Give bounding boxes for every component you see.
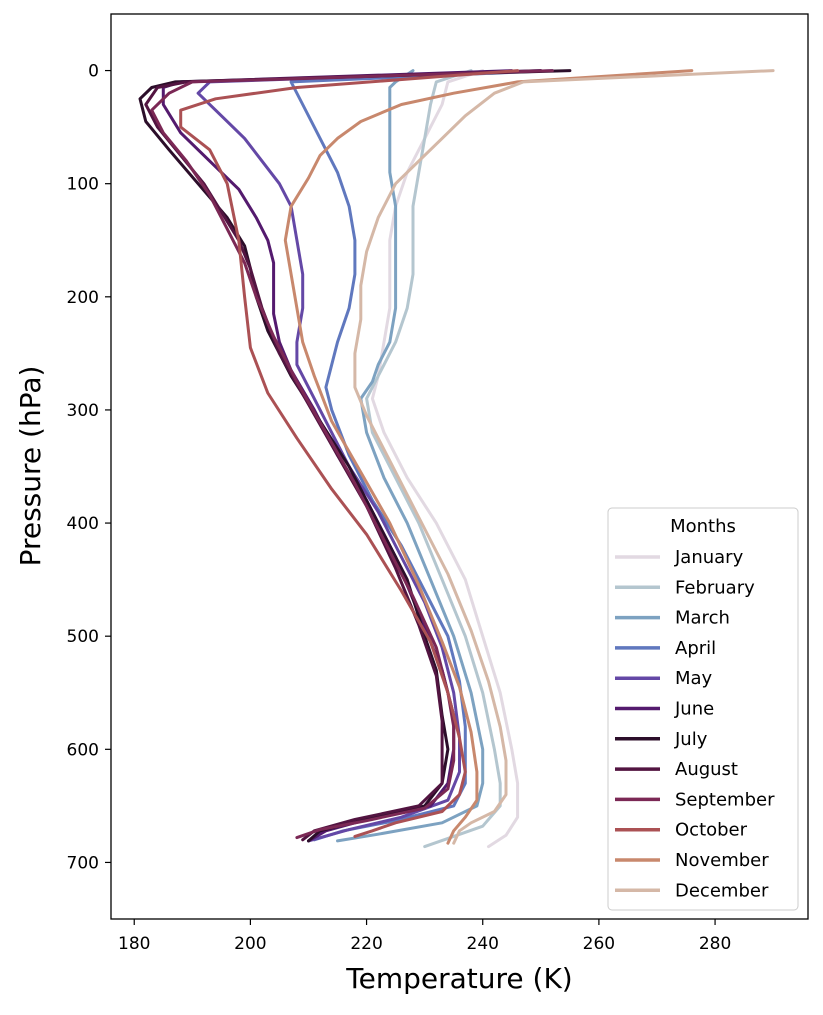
y-tick-label: 600 xyxy=(67,740,99,760)
series-line-december xyxy=(353,69,775,845)
y-tick-label: 200 xyxy=(67,288,99,308)
legend-label: June xyxy=(674,699,714,720)
y-axis-label: Pressure (hPa) xyxy=(14,366,47,567)
legend-label: August xyxy=(675,759,738,780)
x-tick-label: 280 xyxy=(699,934,731,954)
legend-item-october: October xyxy=(615,820,748,841)
legend: Months JanuaryFebruaryMarchAprilMayJuneJ… xyxy=(607,507,799,911)
series-line-april xyxy=(289,69,554,842)
series-line-february xyxy=(365,69,502,849)
x-tick-label: 240 xyxy=(467,934,499,954)
series-line-september xyxy=(150,69,554,840)
y-tick-label: 500 xyxy=(67,627,99,647)
legend-item-september: September xyxy=(615,789,775,810)
legend-label: January xyxy=(674,547,744,568)
legend-item-may: May xyxy=(615,668,713,689)
series-line-january xyxy=(370,69,520,849)
x-tick-label: 220 xyxy=(350,934,382,954)
legend-item-january: January xyxy=(615,547,744,568)
legend-item-april: April xyxy=(615,638,716,659)
legend-label: May xyxy=(675,668,713,689)
series-line-october xyxy=(179,69,520,838)
legend-title: Months xyxy=(670,516,736,537)
legend-item-august: August xyxy=(615,759,738,780)
legend-item-december: December xyxy=(615,880,769,901)
series-lines xyxy=(138,69,775,849)
series-line-november xyxy=(283,69,694,845)
legend-box xyxy=(607,507,799,911)
legend-label: March xyxy=(675,608,730,629)
legend-item-february: February xyxy=(615,577,755,598)
series-line-may xyxy=(196,69,543,843)
y-tick-label: 700 xyxy=(67,853,99,873)
legend-item-november: November xyxy=(615,850,769,871)
legend-items: January February March April May June July Augu… xyxy=(615,547,775,901)
x-tick-label: 260 xyxy=(583,934,615,954)
legend-label: December xyxy=(675,880,769,901)
legend-item-july: July xyxy=(615,729,708,750)
y-tick-label: 400 xyxy=(67,514,99,534)
legend-label: April xyxy=(675,638,716,659)
x-axis-label: Temperature (K) xyxy=(345,962,572,995)
legend-label: September xyxy=(675,789,775,810)
legend-label: February xyxy=(675,577,755,598)
y-tick-label: 0 xyxy=(88,62,99,82)
legend-label: November xyxy=(675,850,769,871)
legend-label: October xyxy=(675,820,748,841)
x-axis-ticks: 180 200 220 240 260 280 xyxy=(118,919,731,954)
y-axis-ticks: 0 100 200 300 400 500 600 700 xyxy=(67,62,111,873)
y-tick-label: 300 xyxy=(67,401,99,421)
x-tick-label: 180 xyxy=(118,934,150,954)
plot-frame xyxy=(110,13,809,920)
series-line-march xyxy=(336,69,485,843)
legend-item-june: June xyxy=(615,699,714,720)
y-tick-label: 100 xyxy=(67,175,99,195)
legend-item-march: March xyxy=(615,608,730,629)
x-tick-label: 200 xyxy=(234,934,266,954)
legend-label: July xyxy=(674,729,708,750)
